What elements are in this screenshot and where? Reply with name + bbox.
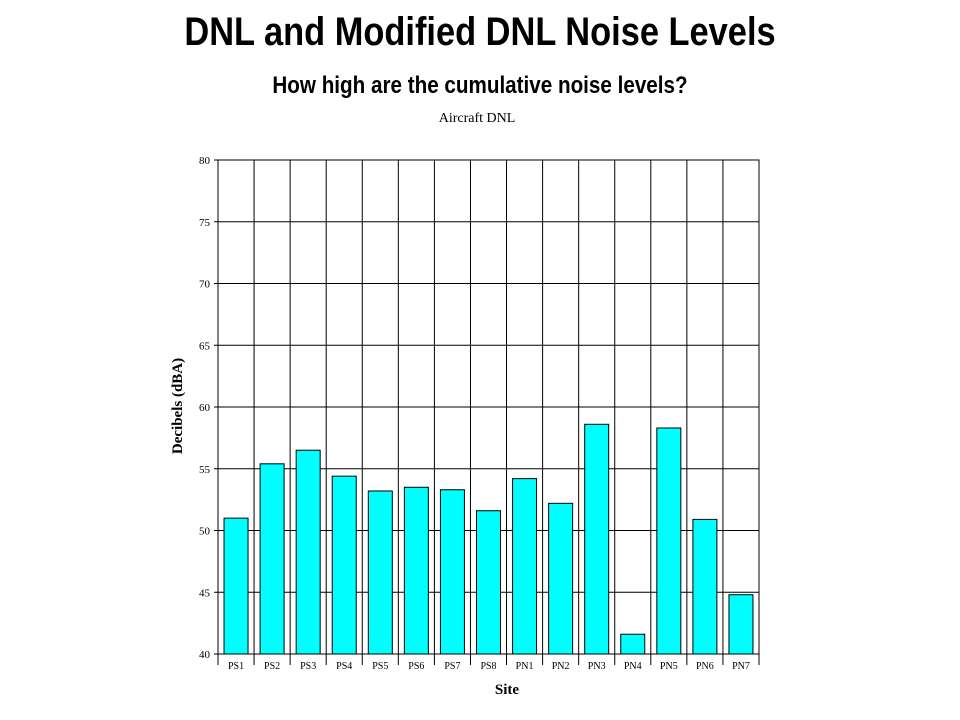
bar-ps4 xyxy=(331,475,357,655)
y-tick-label: 60 xyxy=(199,402,211,414)
bar-ps7 xyxy=(439,489,465,655)
y-tick-label: 45 xyxy=(199,587,211,599)
bar-pn3 xyxy=(584,423,610,655)
y-axis-label: Decibels (dBA) xyxy=(170,358,186,454)
chart-axes: 40 45 50 55 60 65 70 75 80 PS1 PS2 PS3 PS4 PS5 PS6 PS7 P… xyxy=(199,155,750,672)
slide-title: DNL and Modified DNL Noise Levels xyxy=(184,10,776,54)
x-tick-label: PS5 xyxy=(372,661,388,672)
x-tick-label: PS3 xyxy=(300,661,316,672)
bar-pn1 xyxy=(512,478,538,655)
x-axis-label: Site xyxy=(495,682,520,698)
x-tick-label: PS1 xyxy=(228,661,244,672)
x-tick-label: PN7 xyxy=(732,661,750,672)
y-tick-label: 50 xyxy=(199,526,211,538)
bar-ps6 xyxy=(403,486,429,655)
y-tick-label: 55 xyxy=(199,464,211,476)
y-tick-label: 80 xyxy=(199,155,211,167)
x-tick-label: PS7 xyxy=(444,661,460,672)
x-tick-label: PS6 xyxy=(408,661,424,672)
bar-ps5 xyxy=(367,490,393,655)
bar-ps2 xyxy=(259,463,285,655)
y-tick-label: 70 xyxy=(199,279,211,291)
y-tick-label: 65 xyxy=(199,340,211,352)
x-tick-label: PN6 xyxy=(696,661,714,672)
chart-bars xyxy=(223,423,754,655)
x-tick-label: PS8 xyxy=(480,661,496,672)
bar-pn5 xyxy=(656,427,682,655)
bar-ps1 xyxy=(223,517,249,655)
x-tick-label: PN3 xyxy=(588,661,606,672)
x-tick-label: PS2 xyxy=(264,661,280,672)
bar-ps8 xyxy=(476,510,501,655)
y-tick-label: 40 xyxy=(199,649,211,661)
y-tick-label: 75 xyxy=(199,217,211,229)
slide-subtitle: How high are the cumulative noise levels… xyxy=(272,72,688,99)
bar-pn6 xyxy=(692,518,718,655)
bar-pn7 xyxy=(728,594,754,655)
x-tick-label: PN2 xyxy=(552,661,570,672)
bar-ps3 xyxy=(295,449,321,655)
x-tick-label: PN4 xyxy=(624,661,642,672)
bar-pn4 xyxy=(620,633,646,655)
x-tick-label: PS4 xyxy=(336,661,352,672)
x-tick-label: PN5 xyxy=(660,661,678,672)
bar-pn2 xyxy=(548,502,574,655)
chart-title: Aircraft DNL xyxy=(439,111,516,126)
x-tick-label: PN1 xyxy=(516,661,534,672)
